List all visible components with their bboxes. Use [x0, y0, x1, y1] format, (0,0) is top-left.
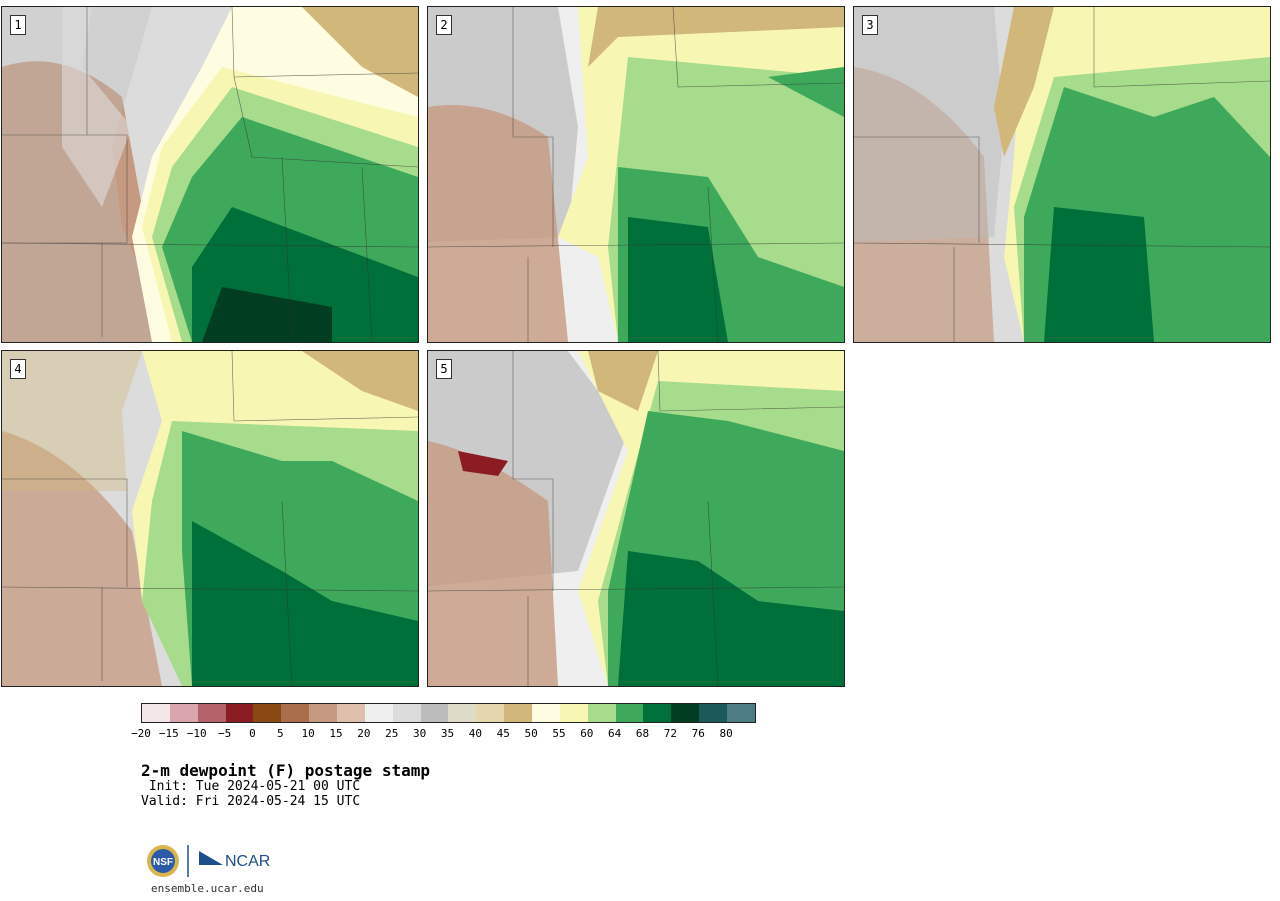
colorbar-swatch — [671, 704, 700, 722]
panel-number-label: 3 — [862, 15, 878, 35]
map-panel-5: 5 — [427, 350, 845, 687]
colorbar-swatch — [587, 704, 616, 722]
map-panel-1: 1 — [1, 6, 419, 343]
colorbar-tick-label: 40 — [468, 727, 482, 740]
map-panel-4: 4 — [1, 350, 419, 687]
colorbar-tick-label: 45 — [496, 727, 510, 740]
colorbar-tick-label: −15 — [158, 727, 179, 740]
colorbar-swatch — [392, 704, 421, 722]
dewpoint-map-3 — [854, 7, 1270, 342]
dewpoint-map-2 — [428, 7, 844, 342]
dewpoint-colorbar — [141, 703, 756, 723]
colorbar-swatch — [225, 704, 254, 722]
colorbar-swatch — [364, 704, 393, 722]
colorbar-tick-label: 10 — [301, 727, 315, 740]
colorbar-tick-label: 15 — [329, 727, 343, 740]
colorbar-swatch — [727, 704, 755, 722]
svg-text:NSF: NSF — [153, 857, 173, 868]
colorbar-swatch — [699, 704, 728, 722]
colorbar-tick-label: 68 — [635, 727, 650, 740]
panel-number-label: 1 — [10, 15, 26, 35]
nsf-ncar-logo: NSF NCAR — [145, 843, 275, 879]
dewpoint-map-1 — [2, 7, 418, 342]
colorbar-tick-label: −10 — [186, 727, 207, 740]
init-time: Init: Tue 2024-05-21 00 UTC — [141, 779, 361, 794]
colorbar-tick-label: 72 — [663, 727, 678, 740]
colorbar-swatch — [281, 704, 310, 722]
valid-time: Valid: Fri 2024-05-24 15 UTC — [141, 794, 361, 809]
colorbar-swatch — [504, 704, 533, 722]
colorbar-swatch — [448, 704, 477, 722]
colorbar-tick-labels: −20 −15 −10 −5 0 5 10 15 20 25 30 35 40 45 50 55 60 64 68 7… — [131, 727, 761, 741]
colorbar-swatch — [559, 704, 588, 722]
colorbar-swatch — [337, 704, 365, 722]
colorbar-swatch — [197, 704, 226, 722]
colorbar-tick-label: 60 — [580, 727, 594, 740]
colorbar-tick-label: 80 — [719, 727, 733, 740]
colorbar-swatch — [476, 704, 505, 722]
colorbar-swatches — [141, 703, 756, 723]
colorbar-tick-label: −5 — [217, 727, 232, 740]
colorbar-swatch — [420, 704, 449, 722]
footer-url: ensemble.ucar.edu — [151, 882, 264, 895]
colorbar-swatch — [169, 704, 198, 722]
colorbar-swatch — [253, 704, 282, 722]
panel-number-label: 5 — [436, 359, 452, 379]
colorbar-tick-label: 64 — [608, 727, 622, 740]
colorbar-swatch — [309, 704, 338, 722]
dewpoint-map-4 — [2, 351, 418, 686]
colorbar-swatch — [142, 704, 170, 722]
colorbar-tick-label: 20 — [357, 727, 371, 740]
svg-text:NCAR: NCAR — [225, 853, 270, 870]
colorbar-tick-label: 50 — [524, 727, 538, 740]
colorbar-swatch — [615, 704, 644, 722]
dewpoint-map-5 — [428, 351, 844, 686]
colorbar-swatch — [643, 704, 672, 722]
colorbar-tick-label: 25 — [385, 727, 399, 740]
panel-number-label: 2 — [436, 15, 452, 35]
colorbar-swatch — [532, 704, 560, 722]
map-panel-3: 3 — [853, 6, 1271, 343]
colorbar-tick-label: 5 — [277, 727, 284, 740]
colorbar-tick-label: −20 — [131, 727, 151, 740]
colorbar-tick-label: 30 — [413, 727, 427, 740]
colorbar-tick-label: 55 — [552, 727, 566, 740]
chart-title: 2-m dewpoint (F) postage stamp — [141, 761, 430, 780]
colorbar-tick-label: 35 — [440, 727, 455, 740]
colorbar-tick-label: 0 — [249, 727, 256, 740]
colorbar-tick-label: 76 — [691, 727, 705, 740]
panel-number-label: 4 — [10, 359, 26, 379]
map-panel-2: 2 — [427, 6, 845, 343]
